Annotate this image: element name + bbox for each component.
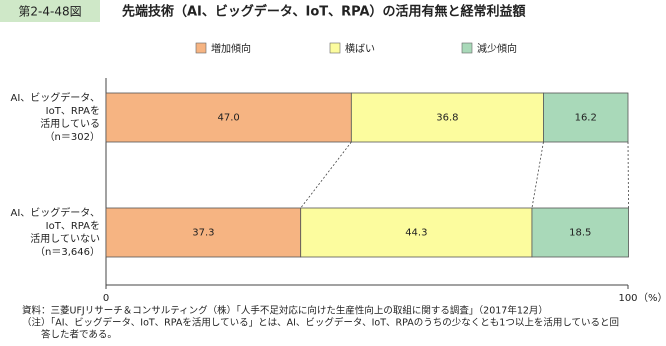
bar-segment [531, 207, 629, 258]
value-label: 44.3 [405, 228, 427, 239]
bar-segment [105, 207, 302, 258]
connector-line [531, 141, 544, 209]
chart-title: 先端技術（AI、ビッグデータ、IoT、RPA）の活用有無と経常利益額 [122, 4, 526, 20]
x-tick-label: 0 [103, 293, 109, 304]
category-label: （n＝3,646） [35, 246, 100, 258]
bar-segment [105, 92, 352, 143]
value-label: 37.3 [192, 228, 214, 239]
note: 資料：三菱UFJリサーチ＆コンサルティング（株）「人手不足対応に向けた生産性向上… [22, 305, 548, 317]
category-label: AI、ビッグデータ、 [11, 91, 101, 104]
note: 答した者である。 [22, 329, 117, 341]
legend-swatch [329, 42, 341, 54]
legend-swatch [195, 42, 207, 54]
x-tick-label: 100 [618, 293, 637, 304]
value-label: 16.2 [575, 113, 597, 124]
category-label: 活用していない [30, 233, 100, 245]
value-label: 18.5 [569, 228, 591, 239]
legend-label: 増加傾向 [211, 42, 251, 55]
legend-swatch [461, 42, 473, 54]
note: （注）「AI、ビッグデータ、IoT、RPAを活用している」とは、AI、ビッグデー… [22, 317, 619, 329]
category-label: AI、ビッグデータ、 [11, 206, 101, 219]
legend-label: 減少傾向 [477, 42, 517, 55]
value-label: 47.0 [218, 113, 240, 124]
figure-number: 第2-4-48図 [18, 5, 81, 19]
category-label: IoT、RPAを [46, 220, 100, 232]
bar-segment [300, 207, 533, 258]
legend-label: 横ばい [345, 42, 375, 55]
connector-line [300, 141, 352, 209]
value-label: 36.8 [436, 113, 458, 124]
bar-segment [543, 92, 629, 143]
x-unit-label: （%） [638, 292, 666, 304]
figure-number-box [0, 0, 100, 22]
category-label: IoT、RPAを [46, 105, 100, 117]
category-label: （n＝302） [45, 131, 100, 143]
category-label: 活用している [40, 118, 100, 130]
connector-line [627, 141, 629, 209]
